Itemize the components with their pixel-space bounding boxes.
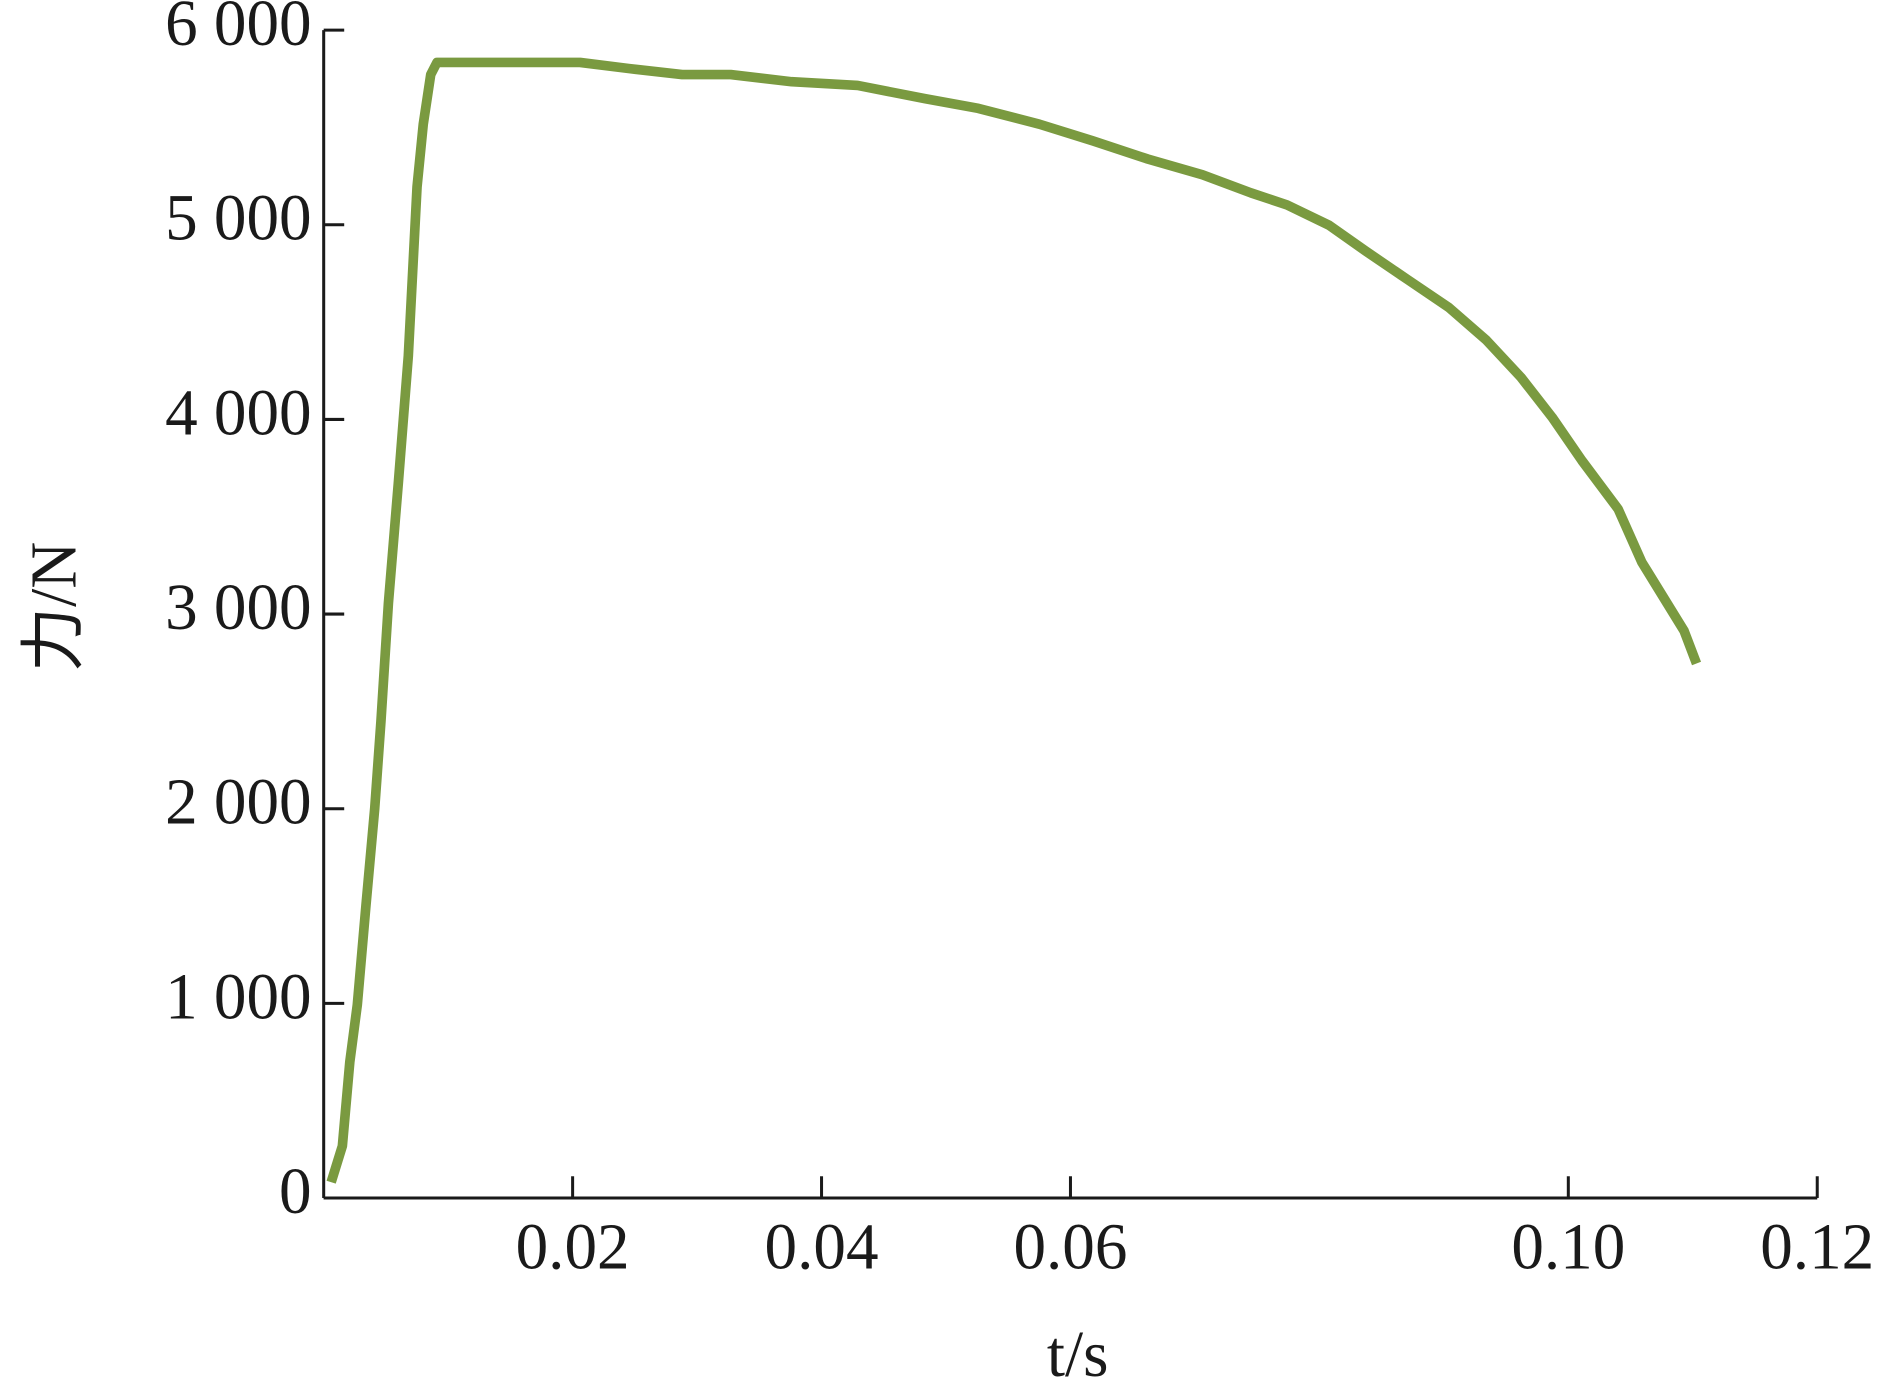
y-tick-label: 4 000: [165, 377, 312, 449]
y-axis-label: 力/N: [19, 542, 91, 672]
y-tick-label: 0: [279, 1156, 312, 1228]
x-tick-label: 0.12: [1760, 1211, 1874, 1283]
x-tick-label: 0.04: [765, 1211, 879, 1283]
y-tick-label: 1 000: [165, 961, 312, 1033]
line: [326, 57, 1702, 1184]
y-tick-label: 5 000: [165, 183, 312, 255]
x-tick-label: 0.06: [1013, 1211, 1127, 1283]
x-axis-label: t/s: [1047, 1319, 1109, 1391]
x-tick-label: 0.10: [1511, 1211, 1625, 1283]
y-tick-label: 3 000: [165, 572, 312, 644]
x-tick-label: 0.02: [516, 1211, 630, 1283]
y-tick-label: 6 000: [165, 0, 312, 60]
y-tick-label: 2 000: [165, 767, 312, 839]
